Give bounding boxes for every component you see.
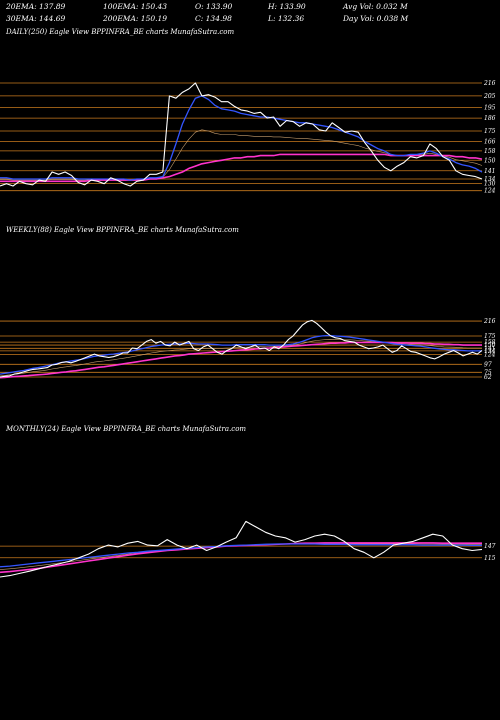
- weekly-tick-label: 62: [484, 374, 492, 381]
- daily-tick-label: 175: [484, 128, 496, 135]
- daily-tick-label: 166: [484, 139, 496, 146]
- monthly-ema-mid-line: [0, 543, 482, 570]
- monthly-tick-label: 115: [484, 555, 496, 562]
- weekly-tick-label: 97: [484, 361, 492, 368]
- daily-tick-label: 150: [484, 157, 496, 164]
- daily-tick-label: 134: [484, 176, 496, 183]
- daily-tick-label: 141: [484, 168, 495, 175]
- daily-price-line: [0, 82, 483, 187]
- ema100-value: 100EMA: 150.43: [103, 2, 168, 11]
- daily-tick-label: 186: [484, 115, 496, 122]
- weekly-tick-label: 175: [484, 333, 496, 340]
- daily-tick-label: 216: [483, 80, 496, 87]
- weekly-tick-label: 141: [484, 345, 495, 352]
- ema20-value: 20EMA: 137.89: [6, 2, 66, 11]
- open-value: O: 133.90: [195, 2, 233, 11]
- weekly-tick-label: 124: [484, 351, 496, 358]
- weekly-tick-label: 150: [484, 342, 496, 349]
- monthly-price-line: [0, 520, 483, 578]
- weekly-panel-title: WEEKLY(88) Eagle View BPPINFRA_BE charts…: [6, 226, 239, 234]
- monthly-panel-title: MONTHLY(24) Eagle View BPPINFRA_BE chart…: [6, 425, 247, 433]
- daily-ema-long-line: [0, 153, 483, 183]
- daily-panel-title: DAILY(250) Eagle View BPPINFRA_BE charts…: [6, 28, 235, 36]
- monthly-ema-short-line: [0, 543, 482, 568]
- daily-tick-label: 130: [484, 181, 496, 188]
- close-value: C: 134.98: [195, 14, 232, 23]
- weekly-price-line: [0, 319, 483, 378]
- ema30-value: 30EMA: 144.69: [6, 14, 66, 23]
- avg-vol-value: Avg Vol: 0.032 M: [343, 2, 408, 11]
- weekly-tick-label: 75: [484, 369, 492, 376]
- ema200-value: 200EMA: 150.19: [103, 14, 168, 23]
- monthly-tick-label: 147: [484, 543, 496, 550]
- daily-tick-label: 124: [484, 188, 496, 195]
- weekly-tick-label: 216: [483, 318, 496, 325]
- daily-ema-short-line: [0, 95, 483, 181]
- daily-tick-label: 158: [484, 148, 496, 155]
- weekly-tick-label: 134: [484, 348, 496, 355]
- day-vol-value: Day Vol: 0.038 M: [343, 14, 409, 23]
- low-value: L: 132.36: [268, 14, 305, 23]
- high-value: H: 133.90: [268, 2, 306, 11]
- weekly-tick-label: 158: [484, 339, 496, 346]
- daily-tick-label: 205: [483, 93, 496, 100]
- weekly-ema-long-line: [0, 341, 482, 379]
- daily-tick-label: 195: [484, 105, 496, 112]
